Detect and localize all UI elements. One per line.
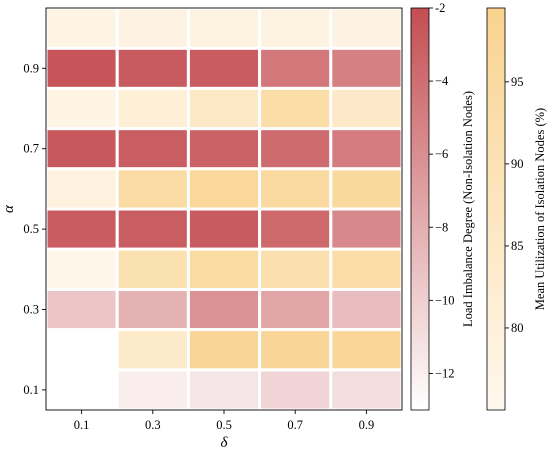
x-axis-ticks: 0.1 0.3 0.5 0.7 0.9 (74, 410, 374, 432)
colorbar-tick-label: 85 (511, 239, 524, 253)
heatmap-cell (115, 207, 190, 251)
heatmap-cells (44, 6, 404, 412)
heatmap-cell (44, 86, 119, 131)
heatmap-cell (44, 6, 119, 50)
y-tick-label: 0.5 (23, 222, 39, 236)
heatmap-cell (329, 6, 404, 50)
heatmap-cell (115, 6, 190, 50)
heatmap-cell (115, 368, 190, 412)
heatmap-cell (115, 86, 190, 131)
heatmap-cell (186, 86, 262, 131)
heatmap-cell (258, 6, 333, 50)
colorbar-tick-label: −12 (435, 366, 455, 380)
heatmap-cell (186, 287, 262, 332)
x-tick-label: 0.1 (74, 418, 90, 432)
heatmap-cell (258, 287, 333, 332)
colorbar-tick-label: −10 (435, 293, 455, 307)
heatmap-cell (258, 207, 333, 251)
heatmap-cell (258, 368, 333, 412)
heatmap-cell (186, 6, 262, 50)
y-axis-ticks: 0.9 0.7 0.5 0.3 0.1 (23, 61, 46, 397)
heatmap-cell (115, 127, 190, 171)
heatmap-cell (329, 46, 404, 90)
heatmap-cell (329, 368, 404, 412)
heatmap-cell (186, 127, 262, 171)
colorbar-tick-label: 90 (511, 157, 524, 171)
heatmap-cell (115, 167, 190, 211)
heatmap-cell (258, 167, 333, 211)
heatmap-cell (329, 287, 404, 332)
colorbar-load-imbalance-label: Load Imbalance Degree (Non-Isolation Nod… (461, 91, 475, 327)
y-tick-label: 0.3 (23, 303, 39, 317)
heatmap-cell (258, 328, 333, 372)
heatmap-cell (186, 46, 262, 90)
colorbar-load-imbalance (410, 7, 430, 411)
heatmap-cell (44, 287, 119, 332)
x-tick-label: 0.9 (359, 418, 375, 432)
colorbar-tick-label: −4 (435, 74, 449, 88)
heatmap-cell (186, 368, 262, 412)
colorbar-mean-utilization-label: Mean Utilization of Isolation Nodes (%) (533, 108, 547, 310)
heatmap-cell (258, 247, 333, 291)
y-tick-label: 0.7 (23, 142, 39, 156)
y-tick-label: 0.1 (23, 383, 39, 397)
heatmap-cell (258, 127, 333, 171)
colorbar-load-imbalance-ticks: -2 −4 −6 −8 −10 −12 (429, 1, 455, 380)
colorbar-tick-label: 95 (511, 75, 524, 89)
colorbar-tick-label: 80 (511, 321, 524, 335)
heatmap-cell (115, 46, 190, 90)
x-tick-label: 0.3 (145, 418, 161, 432)
heatmap-cell (186, 328, 262, 372)
heatmap-cell (44, 207, 119, 251)
heatmap-cell (186, 247, 262, 291)
x-tick-label: 0.7 (287, 418, 303, 432)
y-axis-label: α (1, 204, 17, 213)
heatmap-cell (186, 207, 262, 251)
colorbar-tick-label: −6 (435, 147, 448, 161)
colorbar-mean-utilization-ticks: 95 90 85 80 (505, 75, 524, 335)
heatmap-cell (44, 46, 119, 90)
y-tick-label: 0.9 (23, 61, 39, 75)
heatmap-cell (329, 247, 404, 291)
heatmap-cell (186, 167, 262, 211)
heatmap-cell (329, 167, 404, 211)
heatmap-cell (44, 247, 119, 291)
heatmap-cell (329, 207, 404, 251)
heatmap-cell (329, 86, 404, 131)
x-axis-label: δ (221, 435, 229, 451)
heatmap-cell (44, 127, 119, 171)
colorbar-tick-label: -2 (435, 1, 445, 15)
heatmap-cell (329, 127, 404, 171)
heatmap-cell (115, 247, 190, 291)
heatmap-cell (258, 46, 333, 90)
colorbar-mean-utilization (486, 7, 506, 411)
colorbar-tick-label: −8 (435, 220, 448, 234)
x-tick-label: 0.5 (216, 418, 232, 432)
heatmap-cell (115, 287, 190, 332)
heatmap-cell (115, 328, 190, 372)
heatmap-cell (44, 167, 119, 211)
heatmap-cell (329, 328, 404, 372)
heatmap-cell (258, 86, 333, 131)
